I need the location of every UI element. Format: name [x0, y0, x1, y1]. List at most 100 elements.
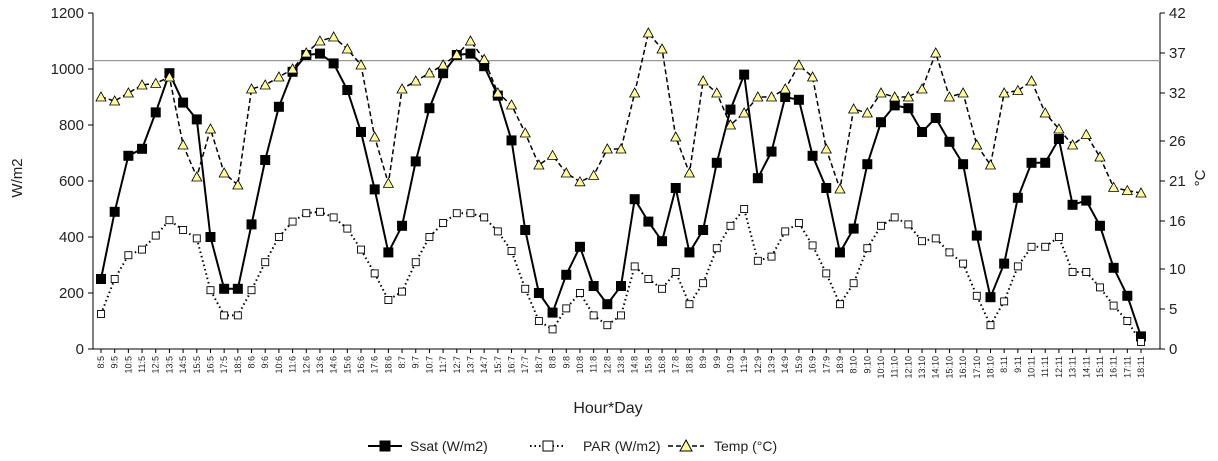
temp-point: [998, 87, 1010, 98]
x-tick-label: 8:9: [698, 356, 708, 369]
par-point: [384, 296, 393, 304]
y-tick-label: 1200: [51, 5, 84, 22]
x-tick-label: 9:11: [1013, 356, 1023, 373]
par-point: [890, 213, 899, 222]
par-point: [1109, 301, 1118, 310]
temp-point: [861, 107, 873, 118]
temp-point: [519, 127, 531, 138]
y2-tick-label: 42: [1169, 5, 1186, 22]
ssat-point: [96, 274, 106, 284]
y-tick-label: 600: [59, 173, 84, 190]
x-tick-label: 18:5: [233, 356, 243, 374]
ssat-point: [588, 281, 599, 291]
x-tick-label: 15:9: [794, 356, 804, 374]
temp-point: [1053, 123, 1065, 134]
x-tick-label: 16:10: [958, 356, 968, 379]
legend-item-temp: Temp (°C): [668, 438, 777, 454]
par-point: [794, 219, 803, 227]
par-point: [138, 245, 147, 254]
x-tick-label: 9:7: [411, 356, 421, 369]
temp-point: [191, 171, 203, 182]
y-tick-label: 400: [59, 229, 84, 246]
temp-point: [847, 103, 860, 114]
temp-point: [1066, 139, 1079, 150]
ssat-point: [1026, 157, 1037, 168]
par-point: [343, 224, 352, 233]
x-tick-label: 14:10: [931, 356, 941, 379]
par-point: [507, 247, 516, 255]
temp-point: [779, 83, 791, 94]
temp-point: [341, 43, 353, 54]
ssat-point: [383, 247, 394, 258]
x-tick-label: 18:9: [835, 356, 845, 374]
temp-point: [136, 79, 148, 90]
x-tick-label: 14:11: [1081, 356, 1091, 378]
temp-point: [95, 91, 107, 102]
par-point: [179, 226, 188, 234]
par-point: [1013, 262, 1022, 271]
par-point: [726, 221, 735, 230]
x-tick-label: 10:11: [1027, 356, 1037, 378]
x-tick-label: 12:11: [1054, 356, 1064, 378]
y2-tick-label: 0: [1169, 341, 1177, 358]
ssat-point: [780, 92, 791, 102]
x-tick-label: 14:8: [630, 356, 640, 374]
ssat-point: [698, 225, 709, 235]
ssat-point: [191, 114, 202, 125]
ssat-point: [862, 159, 873, 170]
ssat-point: [561, 269, 572, 280]
legend-label-temp: Temp (°C): [714, 438, 777, 454]
temp-point: [396, 83, 408, 94]
temp-point: [218, 167, 230, 178]
x-tick-label: 13:11: [1068, 356, 1078, 378]
x-tick-label: 15:8: [643, 356, 653, 374]
par-point: [329, 213, 338, 222]
par-point: [959, 259, 968, 268]
y2-tick-label: 16: [1169, 213, 1186, 230]
ssat-point: [246, 219, 257, 230]
temp-point: [834, 183, 846, 194]
temp-point: [505, 99, 518, 110]
x-tick-label: 12:7: [452, 356, 462, 374]
x-tick-label: 9:10: [862, 356, 872, 374]
ssat-point: [670, 183, 681, 193]
temp-point: [150, 77, 162, 88]
par-point: [781, 227, 790, 236]
x-tick-label: 10:7: [424, 356, 434, 374]
ssat-point: [178, 97, 189, 108]
par-point: [1095, 283, 1104, 292]
par-point: [671, 268, 680, 276]
temp-point: [1039, 107, 1051, 118]
temp-point: [327, 31, 340, 42]
temp-point: [943, 91, 956, 102]
par-point: [863, 244, 872, 253]
par-point: [233, 311, 242, 320]
y2-tick-label: 10: [1169, 261, 1186, 278]
x-tick-label: 18:11: [1136, 356, 1146, 378]
temp-point: [670, 131, 682, 142]
temp-point: [820, 143, 832, 154]
x-tick-label: 15:5: [192, 356, 202, 374]
temp-point: [259, 79, 271, 90]
y-tick-label: 200: [59, 285, 84, 302]
x-tick-label: 8:6: [247, 356, 257, 369]
x-tick-label: 18:10: [985, 356, 995, 379]
par-point: [192, 234, 201, 243]
ssat-point: [150, 107, 161, 118]
par-point: [370, 269, 379, 278]
ssat-point: [629, 194, 640, 205]
x-tick-label: 9:6: [260, 356, 270, 369]
temp-point: [369, 131, 381, 142]
x-tick-label: 14:9: [780, 356, 790, 374]
par-point: [480, 213, 489, 222]
x-tick-label: 11:7: [438, 356, 448, 373]
x-tick-label: 17:11: [1122, 356, 1132, 378]
temp-point: [711, 87, 723, 98]
ssat-point: [834, 247, 845, 258]
x-tick-label: 11:11: [1040, 356, 1050, 377]
par-point: [274, 233, 283, 241]
par-point: [398, 287, 407, 296]
par-point: [644, 275, 653, 283]
temp-point: [492, 87, 504, 98]
x-tick-label: 17:6: [370, 356, 380, 374]
